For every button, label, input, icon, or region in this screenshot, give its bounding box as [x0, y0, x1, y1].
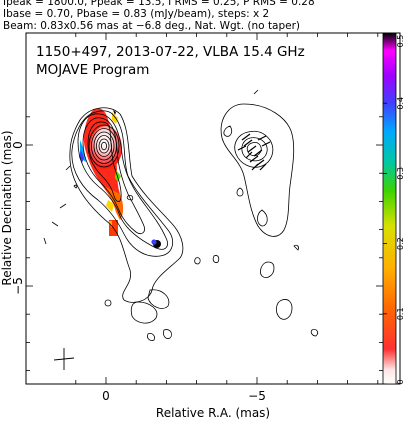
beam-ellipse — [53, 348, 75, 370]
chart-title: 1150+497, 2013-07-22, VLBA 15.4 GHz — [36, 44, 305, 60]
x-axis-label: Relative R.A. (mas) — [156, 406, 270, 420]
axis-ticks — [26, 33, 383, 384]
plot-frame — [25, 32, 401, 385]
header-line-1: Ipeak = 1800.0, Ppeak = 13.5, I RMS = 0.… — [3, 0, 315, 8]
colorbar — [382, 32, 397, 385]
x-tick-label: −5 — [248, 389, 266, 403]
colorbar-tick-label: 0.5 — [396, 35, 405, 48]
y-tick-label: 0 — [11, 141, 25, 149]
total-intensity-contours-left — [43, 107, 220, 341]
colorbar-tick-label: 0.3 — [396, 167, 405, 180]
x-tick-label: 0 — [102, 389, 110, 403]
colorbar-tick-label: 0.1 — [396, 307, 405, 320]
y-tick-labels: 0 −5 — [11, 141, 25, 295]
header-line-2: Ibase = 0.70, Pbase = 0.83 (mJy/beam), s… — [3, 8, 270, 20]
chart-subtitle: MOJAVE Program — [36, 62, 149, 78]
y-tick-label: −5 — [11, 277, 25, 295]
evpa-vectors — [237, 133, 271, 171]
x-tick-labels: 0 −5 — [102, 389, 266, 403]
colorbar-tick-label: 0.4 — [396, 97, 405, 110]
colorbar-tick-label: 0.2 — [396, 237, 405, 250]
colorbar-tick-label: 0 — [396, 379, 405, 384]
colorbar-tick-labels: 0 0.1 0.2 0.3 0.4 0.5 — [383, 32, 405, 385]
map-content — [43, 89, 319, 370]
polarization-contours-right — [220, 89, 319, 337]
y-axis-label: Relative Decination (mas) — [0, 130, 14, 285]
header-line-3: Beam: 0.83x0.56 mas at −6.8 deg., Nat. W… — [3, 20, 301, 32]
